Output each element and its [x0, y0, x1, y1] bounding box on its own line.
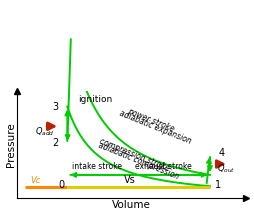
- Text: Vs: Vs: [124, 175, 136, 185]
- Text: adiabatic compression: adiabatic compression: [97, 141, 180, 181]
- Text: adiabatic expansion: adiabatic expansion: [118, 108, 193, 145]
- Text: compression stroke: compression stroke: [98, 137, 171, 173]
- Text: Vc: Vc: [31, 176, 41, 185]
- Text: 1: 1: [215, 180, 221, 190]
- Text: intake stroke: intake stroke: [72, 162, 122, 171]
- Text: 0: 0: [58, 180, 64, 190]
- X-axis label: Volume: Volume: [112, 200, 151, 210]
- Text: exhaust stroke: exhaust stroke: [135, 162, 192, 171]
- Text: ignition: ignition: [78, 95, 112, 104]
- Text: power stroke: power stroke: [126, 107, 176, 134]
- Text: $Q_{out}$: $Q_{out}$: [217, 163, 235, 175]
- Y-axis label: Pressure: Pressure: [6, 122, 15, 167]
- Text: $Q_{add}$: $Q_{add}$: [36, 126, 55, 138]
- Text: 2: 2: [53, 138, 59, 148]
- Text: 4: 4: [218, 148, 225, 158]
- Text: 3: 3: [53, 102, 59, 112]
